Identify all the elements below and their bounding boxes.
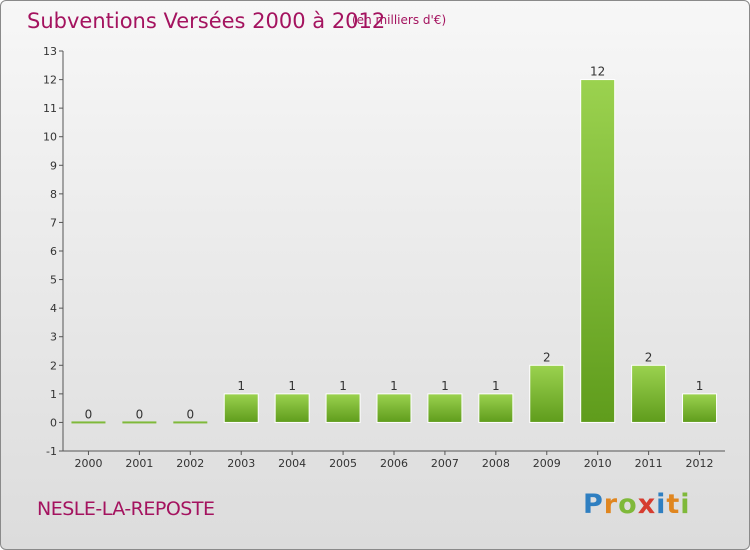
chart-subtitle: (en milliers d'€)	[352, 13, 447, 27]
bar-2012	[682, 393, 718, 423]
y-tick-label: 4	[50, 302, 57, 315]
value-label-2006: 1	[390, 379, 398, 393]
logo-letter: o	[618, 489, 638, 520]
logo-letter: t	[666, 489, 681, 520]
bars	[71, 79, 718, 424]
y-tick-label: 5	[50, 274, 57, 287]
logo-letter: r	[603, 489, 619, 520]
chart-title: Subventions Versées 2000 à 2012	[27, 9, 386, 33]
y-tick-label: 3	[50, 331, 57, 344]
y-tick-label: 13	[43, 45, 57, 58]
value-label-2000: 0	[85, 407, 93, 421]
x-tick-label-2009: 2009	[533, 457, 561, 470]
bar-2008	[478, 393, 514, 423]
value-label-2012: 1	[696, 379, 704, 393]
bar-2004	[274, 393, 310, 423]
value-label-2001: 0	[136, 407, 144, 421]
y-tick-label: 1	[50, 388, 57, 401]
x-tick-label-2003: 2003	[227, 457, 255, 470]
value-label-2003: 1	[237, 379, 245, 393]
logo-letter: i	[680, 489, 691, 520]
y-tick-label: 2	[50, 359, 57, 372]
y-tick-label: 10	[43, 131, 57, 144]
y-tick-label: -1	[46, 445, 57, 458]
x-tick-label-2006: 2006	[380, 457, 408, 470]
commune-name: NESLE-LA-REPOSTE	[37, 498, 215, 520]
y-tick-label: 6	[50, 245, 57, 258]
proxiti-logo: Proxiti	[583, 489, 691, 520]
bar-2009	[529, 364, 565, 423]
labels: -101234567891011121320000200102002020031…	[43, 45, 714, 470]
x-tick-label-2011: 2011	[635, 457, 663, 470]
value-label-2007: 1	[441, 379, 449, 393]
bar-2000	[71, 421, 106, 424]
y-tick-label: 8	[50, 188, 57, 201]
bar-2005	[325, 393, 361, 423]
value-label-2011: 2	[645, 350, 653, 364]
axes	[59, 50, 725, 455]
logo-letter: x	[637, 489, 657, 520]
y-tick-label: 9	[50, 159, 57, 172]
y-tick-label: 11	[43, 102, 57, 115]
bar-2007	[427, 393, 463, 423]
y-tick-label: 12	[43, 74, 57, 87]
y-tick-label: 7	[50, 216, 57, 229]
y-tick-label: 0	[50, 416, 57, 429]
value-label-2010: 12	[590, 65, 605, 79]
logo-letter: P	[583, 489, 604, 520]
logo-letter: i	[656, 489, 667, 520]
bar-2003	[223, 393, 259, 423]
x-tick-label-2000: 2000	[74, 457, 102, 470]
bar-2001	[122, 421, 157, 424]
value-label-2009: 2	[543, 350, 551, 364]
bar-2002	[173, 421, 208, 424]
value-label-2004: 1	[288, 379, 296, 393]
value-label-2005: 1	[339, 379, 347, 393]
x-tick-label-2005: 2005	[329, 457, 357, 470]
x-tick-label-2007: 2007	[431, 457, 459, 470]
bar-2006	[376, 393, 412, 423]
x-tick-label-2002: 2002	[176, 457, 204, 470]
value-label-2008: 1	[492, 379, 500, 393]
bar-2010	[580, 79, 616, 423]
x-tick-label-2012: 2012	[686, 457, 714, 470]
x-tick-label-2008: 2008	[482, 457, 510, 470]
x-tick-label-2004: 2004	[278, 457, 306, 470]
x-tick-label-2001: 2001	[125, 457, 153, 470]
bar-2011	[631, 364, 667, 423]
value-label-2002: 0	[186, 407, 194, 421]
x-tick-label-2010: 2010	[584, 457, 612, 470]
